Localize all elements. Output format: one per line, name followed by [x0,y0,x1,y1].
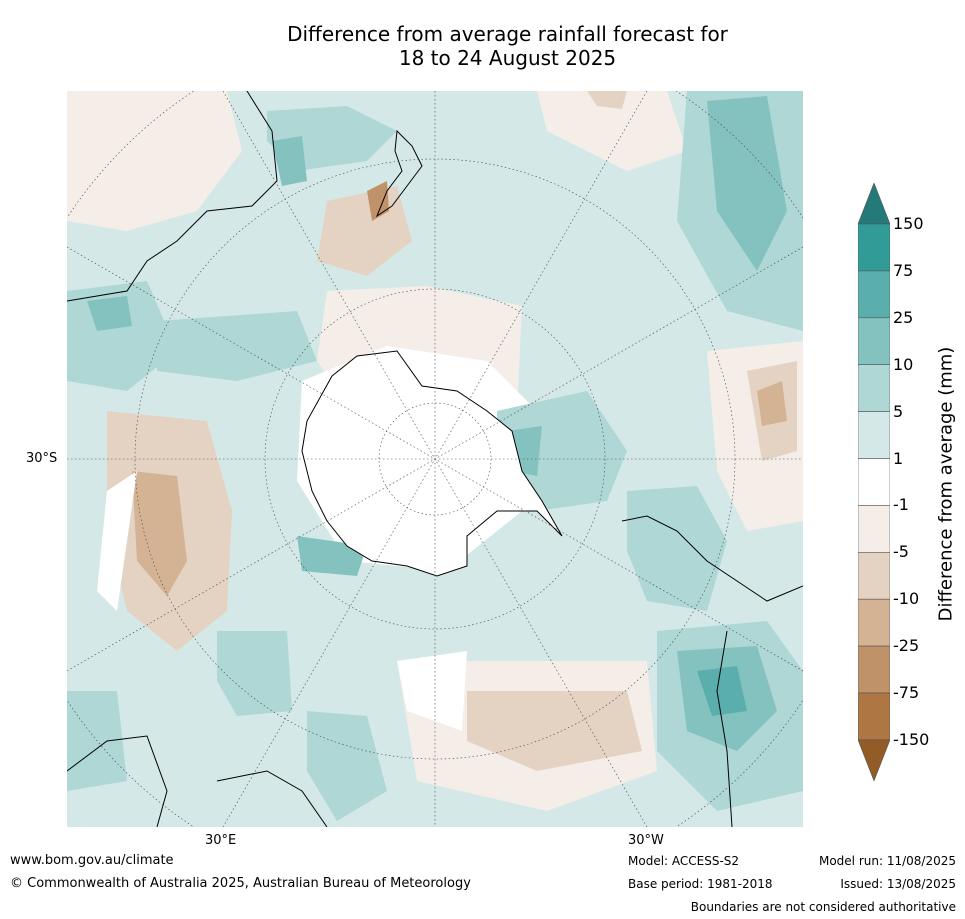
colorbar-band [857,458,891,506]
map-canvas [67,91,803,827]
colorbar-tick-label: 150 [893,214,924,233]
colorbar-band [857,645,891,694]
colorbar-tick-label: 5 [893,401,904,421]
colorbar [857,182,891,787]
colorbar-bottom-cap [857,739,891,782]
africa-coastline [67,735,168,827]
map-title: Difference from average rainfall forecas… [0,22,965,70]
colorbar-tick-label: 25 [893,307,914,327]
rainfall-map [67,91,803,827]
antarctica-coastline [301,350,563,577]
madagascar-coastline [216,770,328,827]
footer-model: Model: ACCESS-S2 [628,854,740,868]
footer-base-period: Base period: 1981-2018 [628,877,773,891]
colorbar-tick-label: 10 [893,354,914,374]
colorbar-band [857,364,891,412]
colorbar-tick-label: -5 [893,542,909,562]
colorbar-band [857,223,891,272]
colorbar-swatches [857,182,891,782]
colorbar-band [857,598,891,647]
lat-label-30s: 30°S [26,451,58,466]
colorbar-band [857,551,891,600]
lon-label-30w: 30°W [628,833,664,848]
colorbar-top-cap [857,182,891,225]
colorbar-tick-label: -1 [893,495,909,515]
australia-coastline [67,91,278,302]
footer-copyright: © Commonwealth of Australia 2025, Austra… [10,876,471,891]
colorbar-tick-label: 1 [893,448,904,468]
footer-model-run: Model run: 11/08/2025 [818,854,956,868]
title-line-1: Difference from average rainfall forecas… [287,22,728,46]
south-america-west-coastline [716,630,733,827]
colorbar-band [857,505,891,553]
colorbar-band [857,270,891,319]
colorbar-tick-label: 75 [893,260,914,280]
wetter-regions [67,91,803,821]
footer-url: www.bom.gov.au/climate [10,853,174,868]
lon-label-30e: 30°E [205,833,237,848]
colorbar-band [857,692,891,741]
colorbar-title: Difference from average (mm) [935,346,957,622]
colorbar-tick-label: -10 [893,589,920,609]
footer-issued: Issued: 13/08/2025 [840,877,956,891]
colorbar-band [857,317,891,366]
title-line-2: 18 to 24 August 2025 [398,46,617,70]
colorbar-band [857,411,891,459]
colorbar-tick-label: -150 [893,729,930,749]
south-america-coastline [621,515,803,602]
footer-disclaimer: Boundaries are not considered authoritat… [690,900,956,914]
colorbar-tick-label: -25 [893,636,920,656]
colorbar-tick-label: -75 [893,683,920,702]
graticule [67,91,803,827]
